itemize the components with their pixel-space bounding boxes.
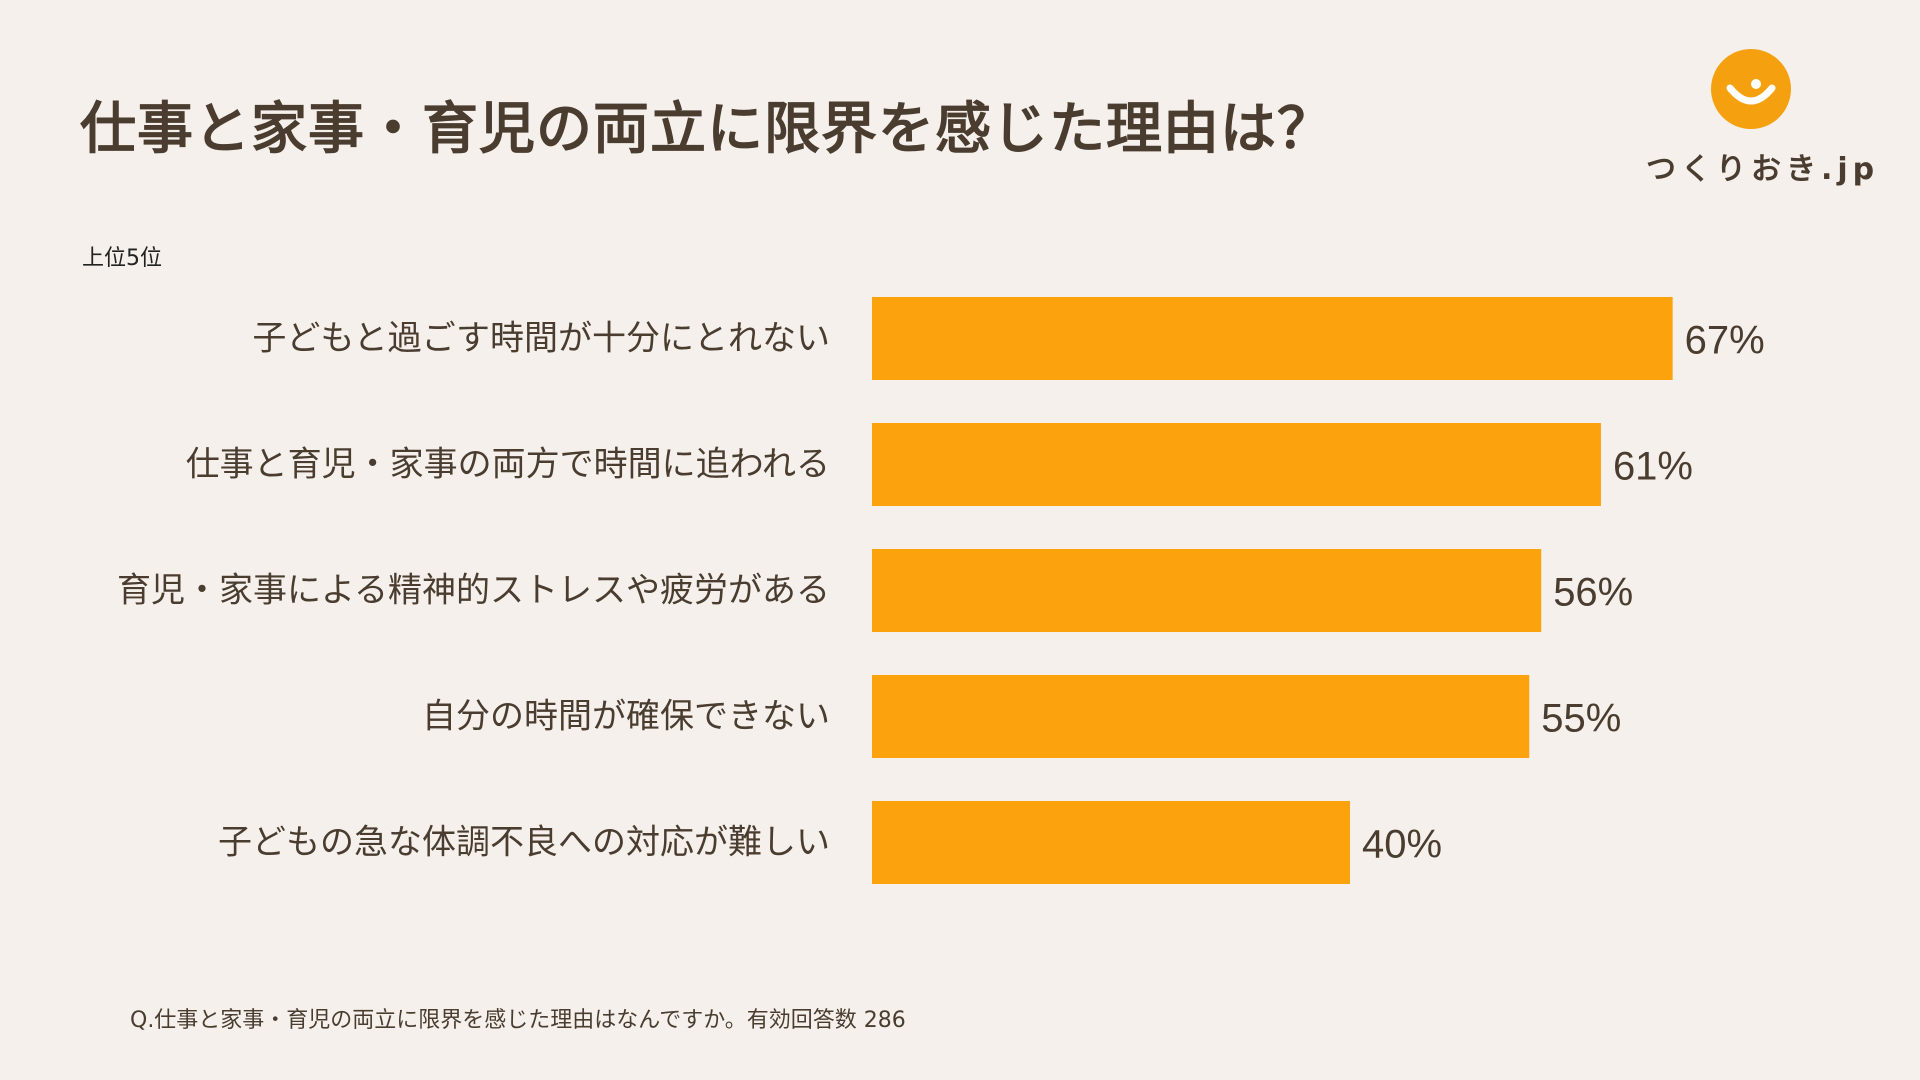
category-label: 子どもと過ごす時間が十分にとれない <box>252 319 830 359</box>
value-label: 56% <box>1553 571 1633 615</box>
category-label: 子どもの急な体調不良への対応が難しい <box>218 823 830 863</box>
category-label: 自分の時間が確保できない <box>422 697 830 737</box>
logo-text: つくりおき.jp <box>1646 152 1880 187</box>
value-label: 67% <box>1685 319 1765 363</box>
bar <box>872 675 1530 758</box>
chart-footnote: Q.仕事と家事・育児の両立に限界を感じた理由はなんですか。有効回答数 286 <box>130 1008 906 1033</box>
value-label: 61% <box>1613 445 1693 489</box>
category-label: 仕事と育児・家事の両方で時間に追われる <box>186 445 830 485</box>
bar <box>872 423 1601 506</box>
bar <box>872 801 1350 884</box>
brand-logo: つくりおき.jp <box>1646 48 1880 188</box>
category-label: 育児・家事による精神的ストレスや疲労がある <box>117 571 830 611</box>
bar <box>872 297 1673 380</box>
smile-circle-icon <box>1711 49 1791 129</box>
value-label: 40% <box>1362 823 1442 867</box>
chart-subtitle: 上位5位 <box>82 246 162 271</box>
chart-title: 仕事と家事・育児の両立に限界を感じた理由は？ <box>80 97 1334 162</box>
bar <box>872 549 1542 632</box>
value-label: 55% <box>1541 697 1621 741</box>
